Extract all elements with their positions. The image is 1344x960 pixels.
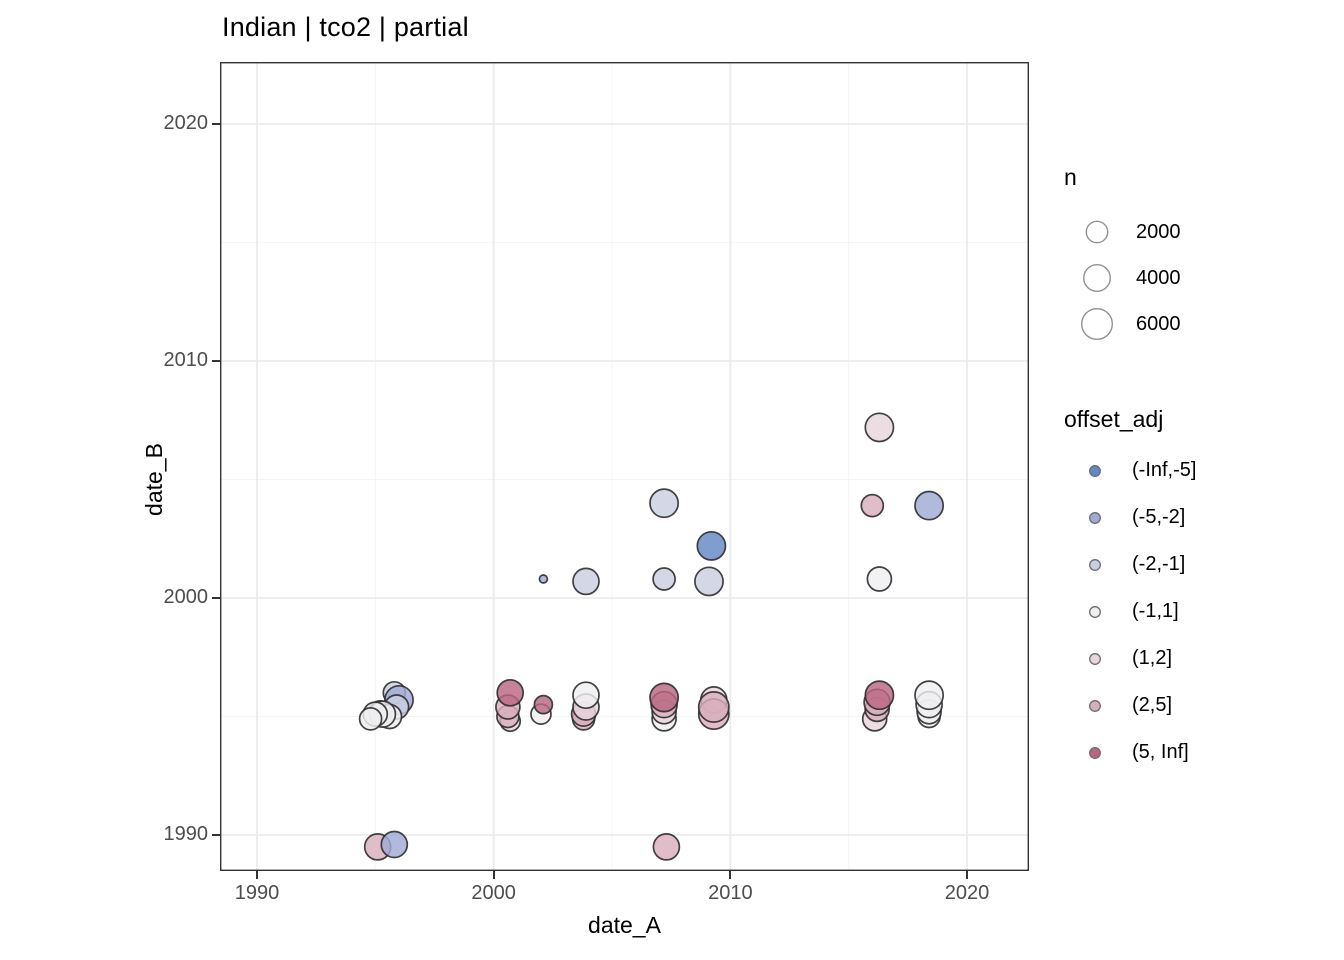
color-dot-icon (1089, 652, 1101, 665)
color-dot-icon (1089, 605, 1101, 618)
y-axis-title: date_B (140, 443, 167, 516)
color-dot-icon (1089, 746, 1101, 759)
color-legend-label: (1,2] (1132, 647, 1173, 669)
x-axis-title: date_A (588, 912, 661, 938)
y-tick-mark (212, 360, 220, 362)
panel-background (220, 62, 1029, 871)
data-point (649, 682, 680, 713)
data-point (866, 566, 893, 592)
data-point (358, 707, 383, 731)
scatter-plot (220, 62, 1029, 871)
color-legend-dot-icon (1064, 745, 1126, 761)
y-tick-mark (212, 597, 220, 599)
chart-title: Indian | tco2 | partial (222, 12, 469, 42)
color-legend-row: (-1,1] (1064, 588, 1196, 635)
size-legend-label: 2000 (1136, 220, 1181, 243)
size-legend-row: 6000 (1064, 301, 1181, 347)
data-point (538, 574, 549, 584)
color-legend-label: (-2,-1] (1132, 553, 1186, 575)
size-legend-rows: 2000 4000 6000 (1064, 209, 1181, 347)
color-legend-label: (5, Inf] (1132, 741, 1189, 763)
color-legend-rows: (-Inf,-5] (-5,-2] (-2,-1] (-1,1] (1,2] (2,5] (… (1064, 447, 1196, 776)
data-point (860, 493, 885, 518)
size-circle-icon (1082, 263, 1112, 293)
x-tick-mark (729, 871, 732, 879)
data-point (864, 412, 895, 443)
size-circle-icon (1080, 307, 1114, 341)
size-legend: n 2000 4000 6000 (1064, 164, 1181, 347)
color-dot-icon (1089, 699, 1101, 712)
y-tick-label: 2020 (163, 112, 209, 134)
color-legend-row: (-5,-2] (1064, 494, 1196, 541)
color-legend-row: (5, Inf] (1064, 729, 1196, 776)
color-legend-dot-icon (1064, 557, 1126, 573)
y-tick-mark (212, 834, 220, 836)
data-point (380, 830, 409, 859)
x-tick-label: 2000 (471, 882, 516, 904)
data-point (572, 567, 600, 596)
x-tick-mark (256, 871, 258, 879)
data-point (914, 490, 945, 521)
color-legend-dot-icon (1064, 510, 1126, 526)
color-legend-title: offset_adj (1064, 406, 1164, 432)
color-legend-label: (2,5] (1132, 694, 1173, 716)
data-point (649, 488, 680, 519)
x-tick-mark (492, 871, 495, 879)
data-point (533, 694, 554, 715)
color-legend-row: (1,2] (1064, 635, 1196, 682)
y-tick-mark (212, 123, 220, 125)
data-point (696, 530, 727, 561)
size-legend-row: 4000 (1064, 255, 1181, 301)
size-legend-title: n (1064, 164, 1077, 190)
data-point (694, 566, 724, 597)
color-legend-label: (-5,-2] (1132, 506, 1186, 528)
plot-panel (220, 62, 1029, 871)
color-legend: offset_adj (-Inf,-5] (-5,-2] (-2,-1] (-1,1]… (1064, 406, 1196, 776)
x-tick-label: 2020 (944, 882, 990, 904)
color-legend-dot-icon (1064, 604, 1126, 620)
y-tick-label: 2000 (163, 586, 209, 608)
color-legend-row: (-2,-1] (1064, 541, 1196, 588)
data-point (697, 691, 730, 723)
color-legend-row: (2,5] (1064, 682, 1196, 729)
y-tick-label: 1990 (163, 823, 209, 845)
data-point (914, 680, 945, 711)
color-legend-label: (-Inf,-5] (1132, 459, 1197, 481)
size-legend-circle-icon (1064, 214, 1130, 250)
color-dot-icon (1089, 558, 1101, 571)
color-dot-icon (1089, 511, 1101, 524)
color-legend-dot-icon (1064, 463, 1126, 479)
panel-border (220, 62, 1029, 871)
color-legend-dot-icon (1064, 651, 1126, 667)
data-point (496, 678, 525, 707)
y-tick-label: 2010 (163, 349, 209, 371)
color-legend-label: (-1,1] (1132, 600, 1179, 622)
color-dot-icon (1089, 464, 1101, 477)
data-point (864, 680, 895, 711)
data-point (652, 833, 681, 861)
size-legend-label: 4000 (1136, 266, 1181, 289)
data-point (572, 681, 600, 710)
color-legend-dot-icon (1064, 698, 1126, 714)
x-tick-label: 2010 (708, 882, 753, 904)
color-legend-row: (-Inf,-5] (1064, 447, 1196, 494)
size-circle-icon (1085, 220, 1109, 244)
size-legend-row: 2000 (1064, 209, 1181, 255)
x-tick-mark (966, 871, 968, 879)
size-legend-label: 6000 (1136, 312, 1181, 335)
size-legend-circle-icon (1064, 306, 1130, 342)
data-point (652, 567, 676, 591)
x-tick-label: 1990 (234, 882, 280, 904)
size-legend-circle-icon (1064, 260, 1130, 296)
